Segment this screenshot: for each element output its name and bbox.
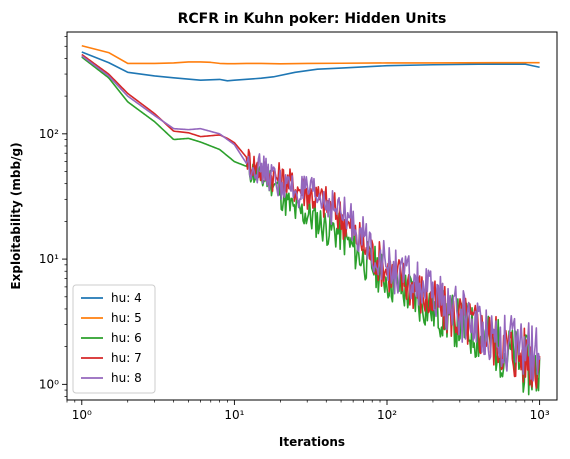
series-line-hu-4 <box>81 51 540 82</box>
y-axis-label: Exploitability (mbb/g) <box>9 142 23 289</box>
chart-title: RCFR in Kuhn poker: Hidden Units <box>178 11 447 27</box>
legend-label: hu: 6 <box>111 331 142 345</box>
y-tick-label: 10¹ <box>39 252 59 266</box>
x-tick-label: 10¹ <box>224 408 244 422</box>
y-tick-label: 10⁰ <box>39 377 59 391</box>
legend-label: hu: 5 <box>111 311 142 325</box>
legend: hu: 4 hu: 5 hu: 6 hu: 7 hu: 8 <box>72 284 156 394</box>
legend-label: hu: 4 <box>111 291 142 305</box>
x-tick-label: 10⁰ <box>72 408 92 422</box>
series-line-hu-5 <box>81 44 540 65</box>
legend-label: hu: 8 <box>111 371 142 385</box>
y-tick-label: 10² <box>39 127 59 141</box>
legend-box <box>72 284 156 394</box>
x-axis-label: Iterations <box>279 435 345 449</box>
plot-frame <box>66 31 558 401</box>
x-tick-label: 10³ <box>530 408 550 422</box>
series-line-hu-8 <box>81 55 541 382</box>
x-tick-label: 10² <box>377 408 397 422</box>
plot-area <box>81 44 541 396</box>
legend-label: hu: 7 <box>111 351 142 365</box>
axes-ticks: 10⁰ 10¹ 10² 10³ 10⁰ 10¹ 10² <box>39 36 550 422</box>
